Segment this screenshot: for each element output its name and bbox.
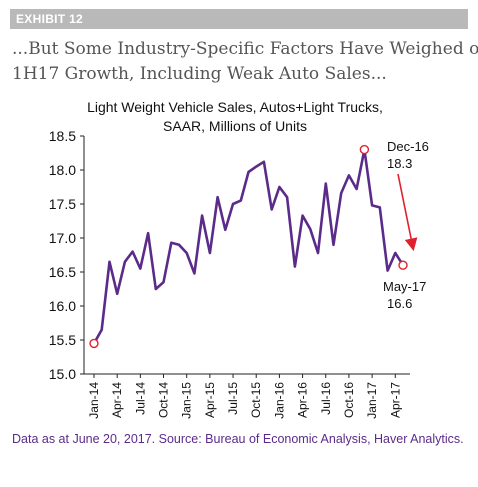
series-line	[92, 148, 405, 345]
annotation-last-value: 16.6	[387, 296, 412, 311]
exhibit-label: EXHIBIT 12	[10, 9, 468, 29]
y-tick-label: 17.5	[49, 196, 76, 212]
decline-arrow	[397, 173, 418, 252]
x-tick-label: Apr-14	[110, 382, 124, 418]
highlight-marker	[89, 338, 99, 349]
y-tick-label: 15.5	[49, 332, 76, 348]
x-tick-label: Jan-16	[272, 382, 286, 419]
chart-title: Light Weight Vehicle Sales, Autos+Light …	[60, 98, 410, 136]
highlight-marker	[398, 260, 408, 270]
headline: ...But Some Industry-Specific Factors Ha…	[12, 37, 478, 87]
y-tick-label: 16.5	[49, 264, 76, 280]
y-tick-label: 18.0	[49, 162, 76, 178]
x-tick-label: Jul-15	[226, 382, 240, 415]
x-tick-label: Apr-15	[203, 382, 217, 418]
y-tick-label: 15.0	[49, 366, 76, 382]
y-tick-label: 17.0	[49, 230, 76, 246]
y-tick-label: 18.5	[49, 128, 76, 144]
x-tick-label: Jul-16	[319, 382, 333, 415]
x-tick-label: Jan-17	[365, 382, 379, 419]
chart-title-line-2: SAAR, Millions of Units	[163, 118, 307, 134]
highlight-marker	[359, 144, 370, 155]
x-tick-label: Oct-16	[342, 382, 356, 418]
annotation-peak-value: 18.3	[387, 156, 412, 171]
x-tick-label: Oct-15	[249, 382, 263, 418]
annotation-last-month: May-17	[383, 279, 426, 294]
chart-title-line-1: Light Weight Vehicle Sales, Autos+Light …	[87, 99, 383, 115]
x-tick-label: Jan-14	[87, 382, 101, 419]
annotation-peak-month: Dec-16	[387, 139, 429, 154]
y-tick-label: 16.0	[49, 298, 76, 314]
headline-line-2: 1H17 Growth, Including Weak Auto Sales..…	[12, 64, 387, 84]
source-note: Data as at June 20, 2017. Source: Bureau…	[12, 432, 464, 446]
x-tick-label: Jul-14	[133, 382, 147, 415]
x-tick-label: Apr-17	[388, 382, 402, 418]
x-tick-label: Apr-16	[296, 382, 310, 418]
x-tick-label: Oct-14	[157, 382, 171, 418]
headline-line-1: ...But Some Industry-Specific Factors Ha…	[12, 39, 478, 59]
x-tick-label: Jan-15	[180, 382, 194, 419]
